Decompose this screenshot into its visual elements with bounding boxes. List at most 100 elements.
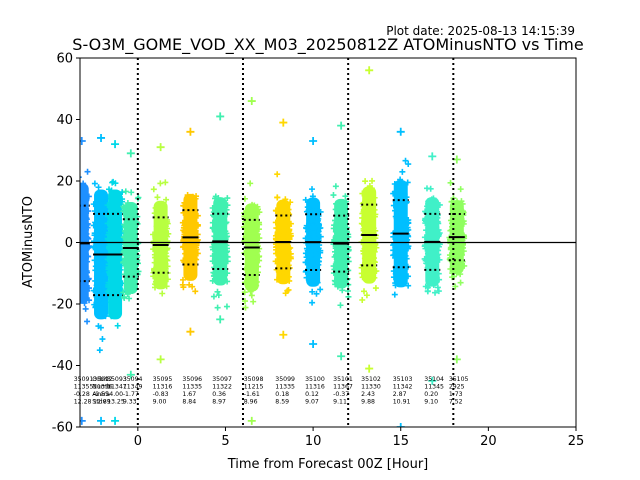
data-point	[84, 168, 91, 175]
x-tick-label: 25	[568, 434, 585, 449]
data-point	[284, 276, 291, 283]
orbit-label-mean: 0.20	[424, 391, 438, 398]
data-point	[80, 180, 87, 187]
data-point-extreme	[97, 416, 106, 425]
orbit-label-count: 11322	[212, 383, 232, 390]
data-point	[210, 293, 217, 300]
data-point	[446, 252, 453, 259]
data-point	[104, 235, 111, 242]
data-point	[212, 208, 219, 215]
data-point	[303, 254, 310, 261]
data-point-extreme	[126, 149, 135, 158]
data-point	[162, 179, 169, 186]
data-point	[90, 244, 97, 251]
data-point-extreme	[396, 127, 405, 136]
data-point-extreme	[247, 416, 256, 425]
data-point	[157, 180, 164, 187]
data-point	[219, 250, 226, 257]
data-point	[80, 215, 87, 222]
data-point	[160, 262, 167, 269]
data-point	[244, 226, 251, 233]
data-point	[116, 243, 123, 250]
data-point	[241, 289, 248, 296]
x-tick-label: 10	[305, 434, 322, 449]
orbit-label-std: 9.33	[123, 398, 137, 405]
orbit-label-std: 8.59	[275, 398, 289, 405]
data-point	[360, 247, 367, 254]
data-point	[115, 218, 122, 225]
data-point	[313, 290, 320, 297]
data-point	[82, 305, 89, 312]
data-point	[310, 230, 317, 237]
data-point	[371, 247, 378, 254]
data-point	[429, 264, 436, 271]
data-point	[435, 288, 442, 295]
data-point	[399, 217, 406, 224]
data-point	[190, 200, 197, 207]
data-point	[97, 277, 104, 284]
data-point	[397, 176, 404, 183]
data-point	[242, 304, 249, 311]
data-point	[154, 194, 161, 201]
data-point	[361, 255, 368, 262]
data-point	[220, 269, 227, 276]
data-point	[396, 200, 403, 207]
data-point	[161, 248, 168, 255]
data-point	[245, 221, 252, 228]
data-point	[163, 196, 170, 203]
data-point	[362, 198, 369, 205]
data-point	[401, 191, 408, 198]
data-point	[432, 260, 439, 267]
orbit-label-orbit: 35102	[361, 376, 381, 383]
data-point	[120, 258, 127, 265]
data-point	[309, 271, 316, 278]
data-point	[212, 195, 219, 202]
data-point	[104, 220, 111, 227]
data-point	[108, 312, 115, 319]
data-point	[113, 308, 120, 315]
data-point	[122, 224, 129, 231]
data-point	[132, 262, 139, 269]
data-point	[317, 286, 324, 293]
data-point	[436, 256, 443, 263]
data-point	[215, 197, 222, 204]
orbit-label-count: 11316	[153, 383, 173, 390]
data-point	[256, 257, 263, 264]
data-point	[113, 226, 120, 233]
data-point	[80, 256, 86, 263]
data-point	[453, 269, 460, 276]
data-point	[245, 230, 252, 237]
data-point	[162, 265, 169, 272]
orbit-label-std: 8.96	[244, 398, 258, 405]
data-point-extreme	[97, 133, 106, 142]
plot-date: Plot date: 2025-08-13 14:15:39	[386, 24, 575, 38]
chart-title: S-O3M_GOME_VOD_XX_M03_20250812Z ATOMinus…	[72, 35, 583, 55]
data-point	[110, 265, 117, 272]
data-point	[107, 246, 113, 253]
data-point	[332, 222, 339, 229]
orbit-label-orbit: 35103	[393, 376, 413, 383]
data-point	[241, 224, 248, 231]
data-point	[305, 248, 312, 255]
data-point	[155, 233, 162, 240]
data-point	[188, 226, 195, 233]
y-tick-label: 20	[56, 175, 73, 190]
data-point	[130, 253, 137, 260]
orbit-scatter-35105	[446, 155, 468, 364]
data-point	[80, 263, 83, 270]
data-point	[112, 246, 119, 253]
orbit-label-std: 7.52	[449, 398, 463, 405]
data-point	[303, 224, 310, 231]
orbit-label-count: 11335	[182, 383, 202, 390]
data-point	[424, 264, 431, 271]
data-point	[94, 230, 101, 237]
orbit-label-std: 9.11	[333, 398, 347, 405]
data-point	[192, 288, 199, 295]
data-point	[276, 216, 283, 223]
data-point	[150, 273, 157, 280]
data-point	[216, 257, 223, 264]
data-point	[365, 269, 372, 276]
data-point	[394, 244, 401, 251]
data-point	[120, 208, 127, 215]
data-point	[186, 281, 193, 288]
